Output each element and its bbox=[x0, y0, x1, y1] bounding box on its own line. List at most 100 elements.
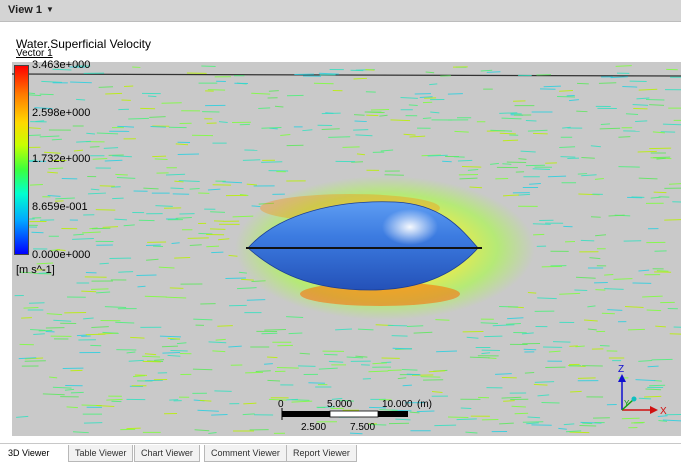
vector-arrow bbox=[258, 107, 271, 110]
vector-arrow bbox=[218, 121, 228, 124]
tab-report-viewer[interactable]: Report Viewer bbox=[286, 445, 357, 462]
vector-arrow bbox=[165, 296, 187, 299]
scale-label-10: 10.000 bbox=[382, 399, 413, 410]
axis-triad[interactable]: Z Y X bbox=[618, 364, 667, 417]
vector-arrow bbox=[209, 228, 226, 230]
vector-arrow bbox=[570, 390, 582, 393]
vector-arrow bbox=[647, 365, 659, 368]
vector-arrow bbox=[662, 419, 681, 422]
vector-arrow bbox=[261, 161, 283, 163]
vector-arrow bbox=[495, 373, 512, 375]
vector-arrow bbox=[631, 421, 645, 424]
vector-arrow bbox=[318, 367, 338, 370]
vector-arrow bbox=[222, 181, 243, 184]
z-axis-arrow-icon bbox=[618, 374, 626, 382]
vector-arrow bbox=[502, 163, 512, 165]
vector-arrow bbox=[335, 328, 353, 331]
tab-table-viewer[interactable]: Table Viewer bbox=[68, 445, 134, 462]
vector-arrow bbox=[96, 404, 115, 407]
vector-arrow bbox=[400, 96, 418, 99]
vector-arrow bbox=[149, 116, 166, 118]
vector-arrow bbox=[590, 145, 601, 148]
z-axis-label: Z bbox=[618, 364, 624, 375]
vector-arrow bbox=[481, 352, 491, 355]
vector-arrow bbox=[176, 342, 187, 345]
vector-arrow bbox=[480, 322, 498, 324]
vector-arrow bbox=[112, 197, 124, 200]
chevron-down-icon[interactable]: ▼ bbox=[46, 5, 54, 14]
vector-arrow bbox=[368, 423, 387, 426]
vector-arrow bbox=[532, 132, 548, 135]
vector-arrow bbox=[518, 158, 527, 160]
vector-arrow bbox=[657, 415, 668, 418]
vector-arrow bbox=[580, 239, 595, 242]
vector-arrow bbox=[636, 97, 650, 100]
vector-arrow bbox=[52, 386, 72, 389]
domain-boundary-line bbox=[11, 73, 681, 77]
vector-arrow bbox=[158, 266, 175, 269]
3d-viewport[interactable]: 0 5.000 10.000 (m) 2.500 7.500 Z Y X Wat… bbox=[0, 22, 681, 443]
view-selector[interactable]: View 1 ▼ bbox=[8, 4, 54, 16]
vector-arrow bbox=[638, 269, 650, 272]
vector-arrow bbox=[532, 168, 550, 171]
scale-label-7-5: 7.500 bbox=[350, 422, 375, 433]
vector-arrow bbox=[268, 398, 287, 401]
vector-arrow bbox=[243, 402, 257, 405]
vector-arrow bbox=[656, 157, 666, 160]
vector-arrow bbox=[268, 90, 279, 92]
vector-arrow bbox=[76, 98, 86, 101]
vector-arrow bbox=[38, 272, 49, 274]
vector-arrow bbox=[618, 136, 631, 138]
vector-arrow bbox=[522, 421, 544, 423]
vector-arrow bbox=[520, 150, 536, 153]
tab-3d-viewer[interactable]: 3D Viewer bbox=[2, 445, 56, 462]
vector-arrow bbox=[217, 325, 233, 327]
vector-arrow bbox=[123, 224, 135, 227]
vector-arrow bbox=[503, 194, 519, 197]
velocity-vector-plot[interactable]: 0 5.000 10.000 (m) 2.500 7.500 Z Y X bbox=[0, 22, 681, 443]
vector-arrow bbox=[514, 412, 529, 415]
vector-arrow bbox=[189, 188, 200, 190]
vector-arrow bbox=[251, 92, 271, 95]
vector-arrow bbox=[197, 409, 219, 412]
vector-arrow bbox=[115, 173, 128, 176]
vector-arrow bbox=[103, 147, 119, 149]
vector-arrow bbox=[534, 381, 555, 383]
tab-comment-viewer[interactable]: Comment Viewer bbox=[204, 445, 287, 462]
vector-arrow bbox=[541, 265, 563, 268]
vector-arrow bbox=[112, 155, 132, 158]
vector-arrow bbox=[90, 188, 100, 191]
vector-arrow bbox=[457, 159, 473, 162]
vector-arrow bbox=[447, 93, 463, 95]
vector-arrow bbox=[30, 328, 46, 331]
vector-arrow bbox=[533, 383, 548, 386]
vector-arrow bbox=[167, 337, 180, 340]
vector-arrow bbox=[668, 183, 681, 185]
vector-arrow bbox=[537, 394, 550, 397]
vector-arrow bbox=[206, 245, 220, 248]
vector-arrow bbox=[637, 150, 657, 153]
vector-arrow bbox=[575, 345, 585, 348]
vector-arrow bbox=[321, 112, 341, 115]
vector-arrow bbox=[511, 405, 526, 408]
vector-arrow bbox=[82, 231, 101, 234]
vector-arrow bbox=[267, 356, 278, 359]
vector-arrow bbox=[527, 129, 548, 132]
vector-arrow bbox=[86, 132, 96, 135]
vector-arrow bbox=[42, 393, 65, 396]
vector-arrow bbox=[96, 132, 119, 135]
plot-subtitle: Vector 1 bbox=[16, 48, 53, 59]
vector-arrow bbox=[44, 151, 61, 154]
vector-arrow bbox=[562, 126, 571, 129]
vector-arrow bbox=[29, 184, 43, 186]
vector-arrow bbox=[154, 158, 168, 160]
vector-arrow bbox=[155, 205, 173, 207]
vector-arrow bbox=[167, 354, 181, 357]
vector-arrow bbox=[368, 370, 389, 373]
vector-arrow bbox=[615, 65, 632, 67]
vector-arrow bbox=[402, 384, 412, 387]
vector-arrow bbox=[560, 156, 576, 158]
tab-chart-viewer[interactable]: Chart Viewer bbox=[134, 445, 200, 462]
vector-arrow bbox=[72, 431, 89, 434]
vector-arrow bbox=[115, 321, 135, 324]
